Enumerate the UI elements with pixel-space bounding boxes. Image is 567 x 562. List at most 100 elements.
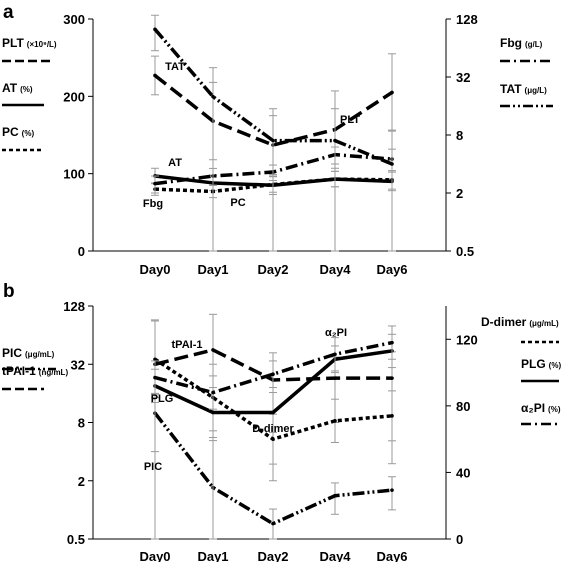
- ddimer-data-point: [271, 437, 275, 441]
- x-tick-label: Day0: [139, 549, 170, 562]
- legend-tpai-name: tPAI-1: [2, 364, 36, 378]
- series-annotation: D-dimer: [252, 423, 294, 435]
- right-tick-label: 0: [456, 532, 463, 547]
- series-annotation: PLG: [151, 393, 174, 405]
- x-tick-label: Day4: [319, 262, 351, 277]
- left-tick-label: 0: [78, 244, 85, 259]
- pi-data-point: [390, 340, 394, 345]
- tat-data-point: [211, 94, 215, 99]
- ddimer-data-point: [153, 357, 157, 362]
- legend-fbg-label: Fbg (g/L): [500, 36, 543, 50]
- legend-fbg-unit: (g/L): [525, 40, 543, 49]
- legend-pic-name: PIC: [2, 346, 22, 360]
- legend-pc-name: PC: [2, 125, 19, 139]
- legend-plg-label: PLG (%): [521, 357, 561, 371]
- legend-pic-unit: (μg/mL): [25, 350, 55, 359]
- pi-series-line: [154, 340, 393, 395]
- pic-data-point: [271, 521, 275, 526]
- left-tick-label: 2: [78, 474, 85, 489]
- right-tick-label: 0.5: [456, 244, 474, 259]
- left-tick-label: 100: [63, 167, 85, 182]
- pic-data-point: [333, 493, 337, 498]
- tat-data-point: [333, 138, 337, 143]
- pi-data-point: [211, 390, 215, 395]
- legend-tat-name: TAT: [500, 82, 522, 96]
- x-tick-label: Day1: [197, 549, 228, 562]
- panel-b-plot: 0.5 2 8 32 128 0 40 80 120 Day0 Day1 Day2 Day4 Day6 tP…: [63, 299, 477, 562]
- tat-data-point: [390, 162, 394, 166]
- x-tick-label: Day1: [197, 262, 228, 277]
- legend-tat-unit: (μg/L): [525, 86, 548, 95]
- x-tick-label: Day2: [257, 549, 288, 562]
- pic-series-line: [153, 412, 393, 526]
- legend-plg-name: PLG: [521, 357, 546, 371]
- right-tick-label: 2: [456, 186, 463, 201]
- x-tick-label: Day6: [376, 549, 407, 562]
- right-tick-label: 80: [456, 399, 470, 414]
- series-annotation: PLT: [340, 114, 360, 126]
- series-annotation: tPAI-1: [172, 339, 203, 351]
- pc-series-line: [154, 177, 393, 194]
- x-tick-label: Day6: [376, 262, 407, 277]
- plt-data-point: [153, 73, 157, 78]
- legend-pic-label: PIC (μg/mL): [2, 346, 55, 360]
- legend-tpai-unit: (ng/mL): [39, 368, 69, 377]
- panel-b-letter: b: [3, 281, 15, 302]
- legend-tat-label: TAT (μg/L): [500, 82, 547, 96]
- plg-data-point: [271, 410, 275, 415]
- series-annotation: Fbg: [143, 198, 163, 210]
- right-tick-label: 8: [456, 128, 463, 143]
- legend-at-label: AT (%): [2, 81, 33, 95]
- left-tick-label: 128: [63, 299, 85, 314]
- x-tick-label: Day4: [319, 549, 351, 562]
- left-tick-label: 200: [63, 89, 85, 104]
- series-annotation: α₂PI: [325, 327, 347, 339]
- legend-plg-unit: (%): [549, 361, 562, 370]
- right-tick-label: 120: [456, 332, 478, 347]
- legend-plt-label: PLT (×10⁹/L): [2, 36, 57, 50]
- legend-ddimer-unit: (μg/mL): [529, 319, 559, 328]
- plt-data-point: [390, 90, 394, 95]
- legend-a2pi-label: α₂PI (%): [521, 401, 561, 415]
- x-tick-label: Day0: [139, 262, 170, 277]
- legend-a2pi-unit: (%): [548, 405, 561, 414]
- series-annotation: TAT: [165, 61, 185, 73]
- tat-data-point: [271, 138, 275, 143]
- legend-pc-label: PC (%): [2, 125, 34, 139]
- legend-ddimer-label: D-dimer (μg/mL): [481, 315, 559, 329]
- series-annotation: PIC: [144, 461, 162, 473]
- ddimer-data-point: [390, 414, 394, 418]
- series-annotation: PC: [230, 197, 245, 209]
- legend-at-name: AT: [2, 81, 18, 95]
- tpai1-data-point: [390, 376, 394, 380]
- plt-series-line: [153, 74, 393, 147]
- right-tick-label: 128: [456, 12, 478, 27]
- pic-data-point: [390, 488, 394, 492]
- pi-data-point: [153, 375, 157, 380]
- tpai1-data-point: [333, 376, 337, 380]
- ddimer-data-point: [333, 419, 337, 423]
- left-tick-label: 0.5: [67, 532, 85, 547]
- legend-a2pi-name: α₂PI: [521, 401, 545, 415]
- right-tick-label: 32: [456, 70, 470, 85]
- legend-at-unit: (%): [20, 85, 33, 94]
- left-tick-label: 8: [78, 416, 85, 431]
- legend-plt-unit: (×10⁹/L): [27, 40, 57, 49]
- left-tick-label: 300: [63, 12, 85, 27]
- fbg-data-point: [153, 181, 157, 186]
- legend-tpai-label: tPAI-1 (ng/mL): [2, 364, 68, 378]
- tpai1-data-point: [211, 348, 215, 352]
- legend-pc-unit: (%): [22, 129, 35, 138]
- x-tick-label: Day2: [257, 262, 288, 277]
- pi-data-point: [333, 352, 337, 357]
- panel-a-letter: a: [3, 2, 14, 23]
- panel-a-plot: 0 100 200 300 0.5 2 8 32 128 Day0 Day1 Day2 Day4 Day6…: [63, 12, 477, 277]
- legend-plt-name: PLT: [2, 36, 24, 50]
- left-tick-label: 32: [71, 357, 85, 372]
- pi-data-point: [271, 372, 275, 377]
- tat-data-point: [153, 27, 157, 32]
- legend-ddimer-name: D-dimer: [481, 315, 527, 329]
- right-tick-label: 40: [456, 465, 470, 480]
- legend-fbg-name: Fbg: [500, 36, 522, 50]
